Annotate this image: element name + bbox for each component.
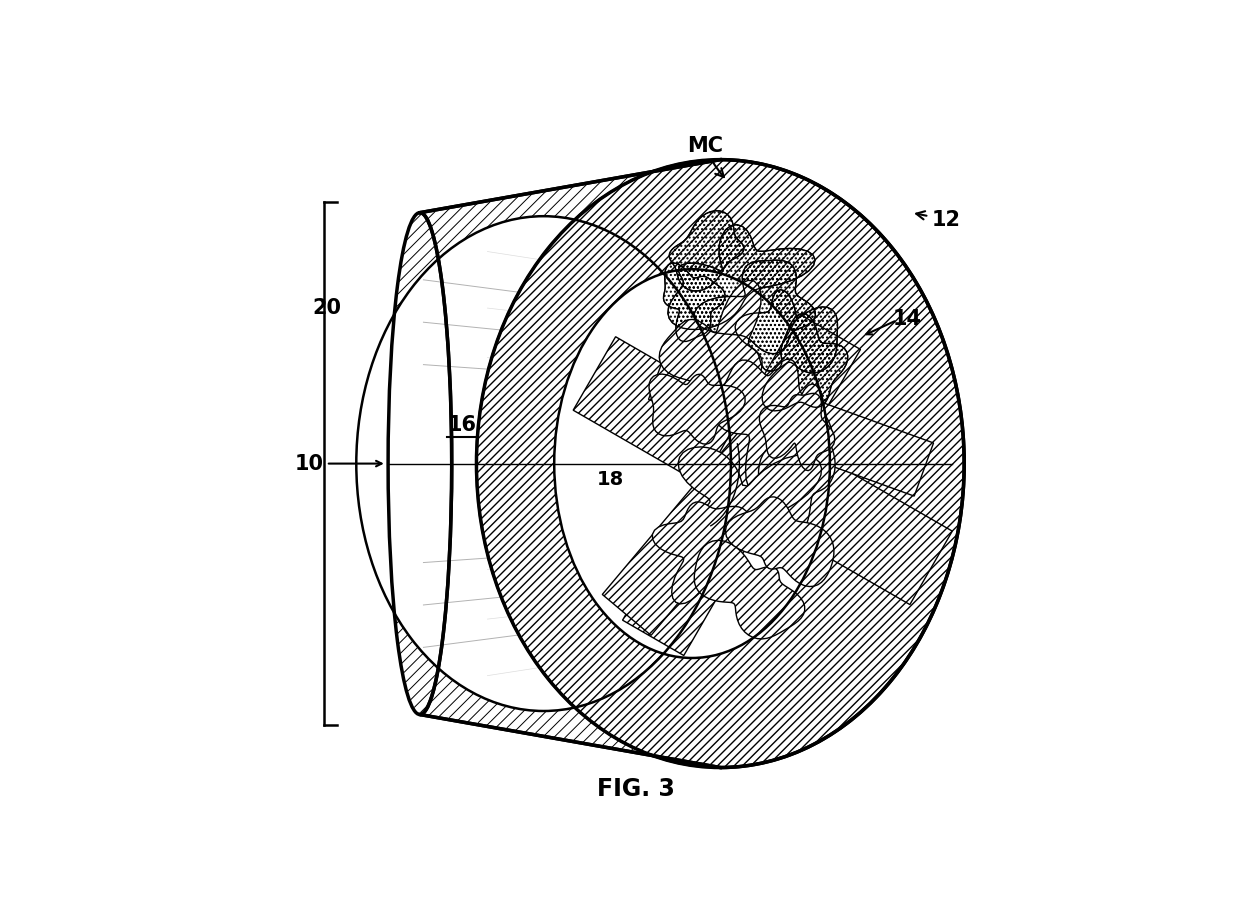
Polygon shape bbox=[678, 447, 822, 545]
Text: FIG. 3: FIG. 3 bbox=[596, 777, 675, 800]
Ellipse shape bbox=[476, 160, 965, 767]
Polygon shape bbox=[759, 384, 836, 541]
Text: 12: 12 bbox=[916, 209, 961, 230]
Polygon shape bbox=[694, 541, 805, 639]
Polygon shape bbox=[573, 337, 952, 605]
Polygon shape bbox=[603, 405, 810, 635]
Polygon shape bbox=[660, 280, 763, 418]
Text: 18: 18 bbox=[598, 470, 625, 488]
Text: 16: 16 bbox=[448, 415, 477, 435]
Text: 10: 10 bbox=[294, 453, 324, 474]
Ellipse shape bbox=[554, 269, 830, 658]
Polygon shape bbox=[622, 314, 861, 655]
Polygon shape bbox=[713, 359, 832, 492]
Polygon shape bbox=[420, 160, 965, 767]
Text: 14: 14 bbox=[893, 308, 923, 329]
Text: 20: 20 bbox=[312, 298, 341, 318]
Polygon shape bbox=[652, 502, 750, 604]
Text: MC: MC bbox=[687, 136, 724, 177]
Polygon shape bbox=[725, 497, 835, 587]
Ellipse shape bbox=[356, 217, 730, 711]
Polygon shape bbox=[649, 375, 745, 444]
Polygon shape bbox=[759, 393, 835, 471]
Polygon shape bbox=[649, 346, 934, 496]
